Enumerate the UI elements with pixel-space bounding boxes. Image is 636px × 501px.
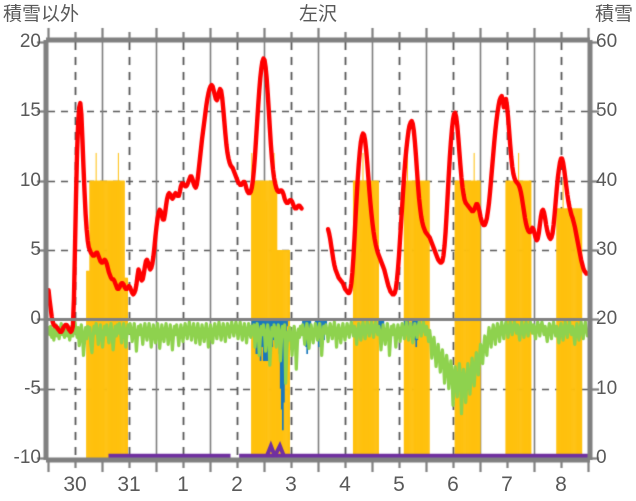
right-axis-title: 積雪 — [594, 4, 633, 25]
left-tick-10: 10 — [19, 169, 41, 191]
x-tick-30: 30 — [63, 473, 87, 496]
left-tick-0: 0 — [30, 308, 41, 330]
right-tick-60: 60 — [596, 31, 618, 52]
right-tick-50: 50 — [596, 100, 618, 122]
left-tick-20: 20 — [19, 31, 41, 52]
right-tick-40: 40 — [596, 169, 618, 191]
x-tick-31: 31 — [117, 473, 141, 496]
x-tick-8: 8 — [555, 473, 567, 496]
left-axis-title: 積雪以外 — [3, 4, 80, 25]
left-tick-15: 15 — [19, 100, 41, 122]
right-tick-30: 30 — [596, 239, 618, 260]
x-tick-2: 2 — [231, 473, 243, 496]
x-tick-3: 3 — [285, 473, 297, 496]
right-tick-0: 0 — [596, 447, 607, 468]
x-tick-5: 5 — [393, 473, 405, 496]
right-tick-20: 20 — [596, 308, 618, 330]
right-tick-10: 10 — [596, 377, 618, 399]
left-tick-5: 5 — [30, 239, 41, 260]
left-tick--10: -10 — [13, 447, 41, 468]
x-tick-7: 7 — [501, 473, 513, 496]
x-tick-1: 1 — [177, 473, 189, 496]
x-tick-4: 4 — [339, 473, 351, 496]
x-tick-6: 6 — [447, 473, 459, 496]
left-tick--5: -5 — [24, 377, 41, 399]
